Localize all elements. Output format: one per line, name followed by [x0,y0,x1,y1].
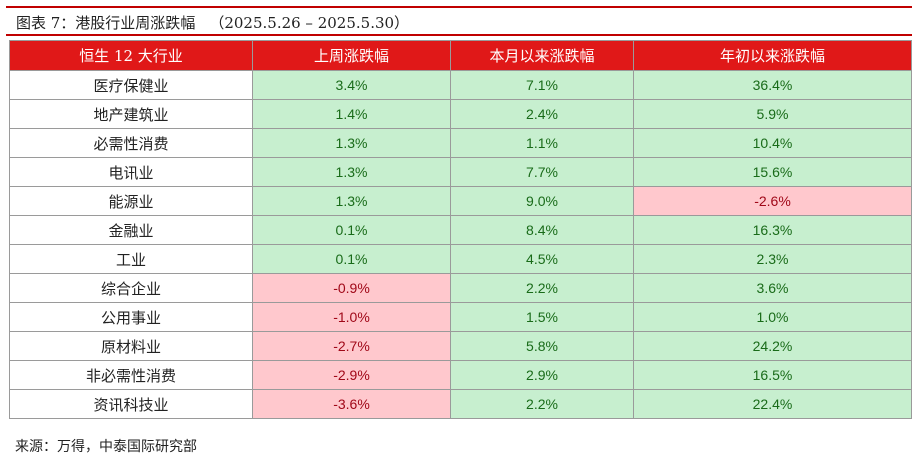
figure-title: 图表 7：港股行业周涨跌幅 （2025.5.26 – 2025.5.30） [16,12,409,33]
ytd-change-cell: 1.0% [633,302,912,332]
week-change-cell: 0.1% [252,244,451,274]
industry-name-cell: 非必需性消费 [9,360,253,390]
industry-name-cell: 综合企业 [9,273,253,303]
industry-name-cell: 必需性消费 [9,128,253,158]
table-row: 工业 0.1% 4.5% 2.3% [9,244,912,274]
industry-name-cell: 原材料业 [9,331,253,361]
ytd-change-cell: 2.3% [633,244,912,274]
week-change-cell: -0.9% [252,273,451,303]
industry-name-cell: 能源业 [9,186,253,216]
week-change-cell: -3.6% [252,389,451,419]
ytd-change-cell: 5.9% [633,99,912,129]
ytd-change-cell: 10.4% [633,128,912,158]
table-row: 金融业 0.1% 8.4% 16.3% [9,215,912,245]
industry-name-cell: 工业 [9,244,253,274]
industry-name-cell: 医疗保健业 [9,70,253,100]
header-industry: 恒生 12 大行业 [9,40,253,71]
month-change-cell: 4.5% [450,244,634,274]
month-change-cell: 7.1% [450,70,634,100]
month-change-cell: 8.4% [450,215,634,245]
week-change-cell: 3.4% [252,70,451,100]
week-change-cell: -2.7% [252,331,451,361]
table-row: 资讯科技业 -3.6% 2.2% 22.4% [9,389,912,419]
week-change-cell: 0.1% [252,215,451,245]
week-change-cell: 1.4% [252,99,451,129]
ytd-change-cell: 22.4% [633,389,912,419]
table-row: 能源业 1.3% 9.0% -2.6% [9,186,912,216]
ytd-change-cell: 16.3% [633,215,912,245]
figure-title-bar: 图表 7：港股行业周涨跌幅 （2025.5.26 – 2025.5.30） [6,6,912,36]
month-change-cell: 5.8% [450,331,634,361]
industry-name-cell: 公用事业 [9,302,253,332]
table-body: 医疗保健业 3.4% 7.1% 36.4% 地产建筑业 1.4% 2.4% 5.9% 必需性消费… [9,70,912,419]
week-change-cell: 1.3% [252,128,451,158]
month-change-cell: 2.9% [450,360,634,390]
figure-title-label: 图表 7：港股行业周涨跌幅 [16,14,196,32]
table-row: 原材料业 -2.7% 5.8% 24.2% [9,331,912,361]
table-header-row: 恒生 12 大行业 上周涨跌幅 本月以来涨跌幅 年初以来涨跌幅 [9,40,912,71]
ytd-change-cell: 15.6% [633,157,912,187]
month-change-cell: 2.2% [450,273,634,303]
table-row: 公用事业 -1.0% 1.5% 1.0% [9,302,912,332]
figure-title-date-range: （2025.5.26 – 2025.5.30） [209,14,410,32]
industry-name-cell: 资讯科技业 [9,389,253,419]
industry-name-cell: 金融业 [9,215,253,245]
ytd-change-cell: 3.6% [633,273,912,303]
table-row: 医疗保健业 3.4% 7.1% 36.4% [9,70,912,100]
week-change-cell: -1.0% [252,302,451,332]
week-change-cell: -2.9% [252,360,451,390]
header-week-change: 上周涨跌幅 [252,40,451,71]
table-row: 非必需性消费 -2.9% 2.9% 16.5% [9,360,912,390]
month-change-cell: 2.4% [450,99,634,129]
month-change-cell: 1.1% [450,128,634,158]
ytd-change-cell: 36.4% [633,70,912,100]
industry-performance-table: 恒生 12 大行业 上周涨跌幅 本月以来涨跌幅 年初以来涨跌幅 医疗保健业 3.4… [9,40,912,419]
ytd-change-cell: -2.6% [633,186,912,216]
header-month-change: 本月以来涨跌幅 [450,40,634,71]
month-change-cell: 9.0% [450,186,634,216]
month-change-cell: 2.2% [450,389,634,419]
week-change-cell: 1.3% [252,186,451,216]
industry-name-cell: 地产建筑业 [9,99,253,129]
table-row: 必需性消费 1.3% 1.1% 10.4% [9,128,912,158]
table-row: 电讯业 1.3% 7.7% 15.6% [9,157,912,187]
ytd-change-cell: 16.5% [633,360,912,390]
table-row: 综合企业 -0.9% 2.2% 3.6% [9,273,912,303]
header-ytd-change: 年初以来涨跌幅 [633,40,912,71]
ytd-change-cell: 24.2% [633,331,912,361]
month-change-cell: 1.5% [450,302,634,332]
industry-name-cell: 电讯业 [9,157,253,187]
source-note: 来源：万得，中泰国际研究部 [15,439,197,455]
week-change-cell: 1.3% [252,157,451,187]
table-row: 地产建筑业 1.4% 2.4% 5.9% [9,99,912,129]
month-change-cell: 7.7% [450,157,634,187]
